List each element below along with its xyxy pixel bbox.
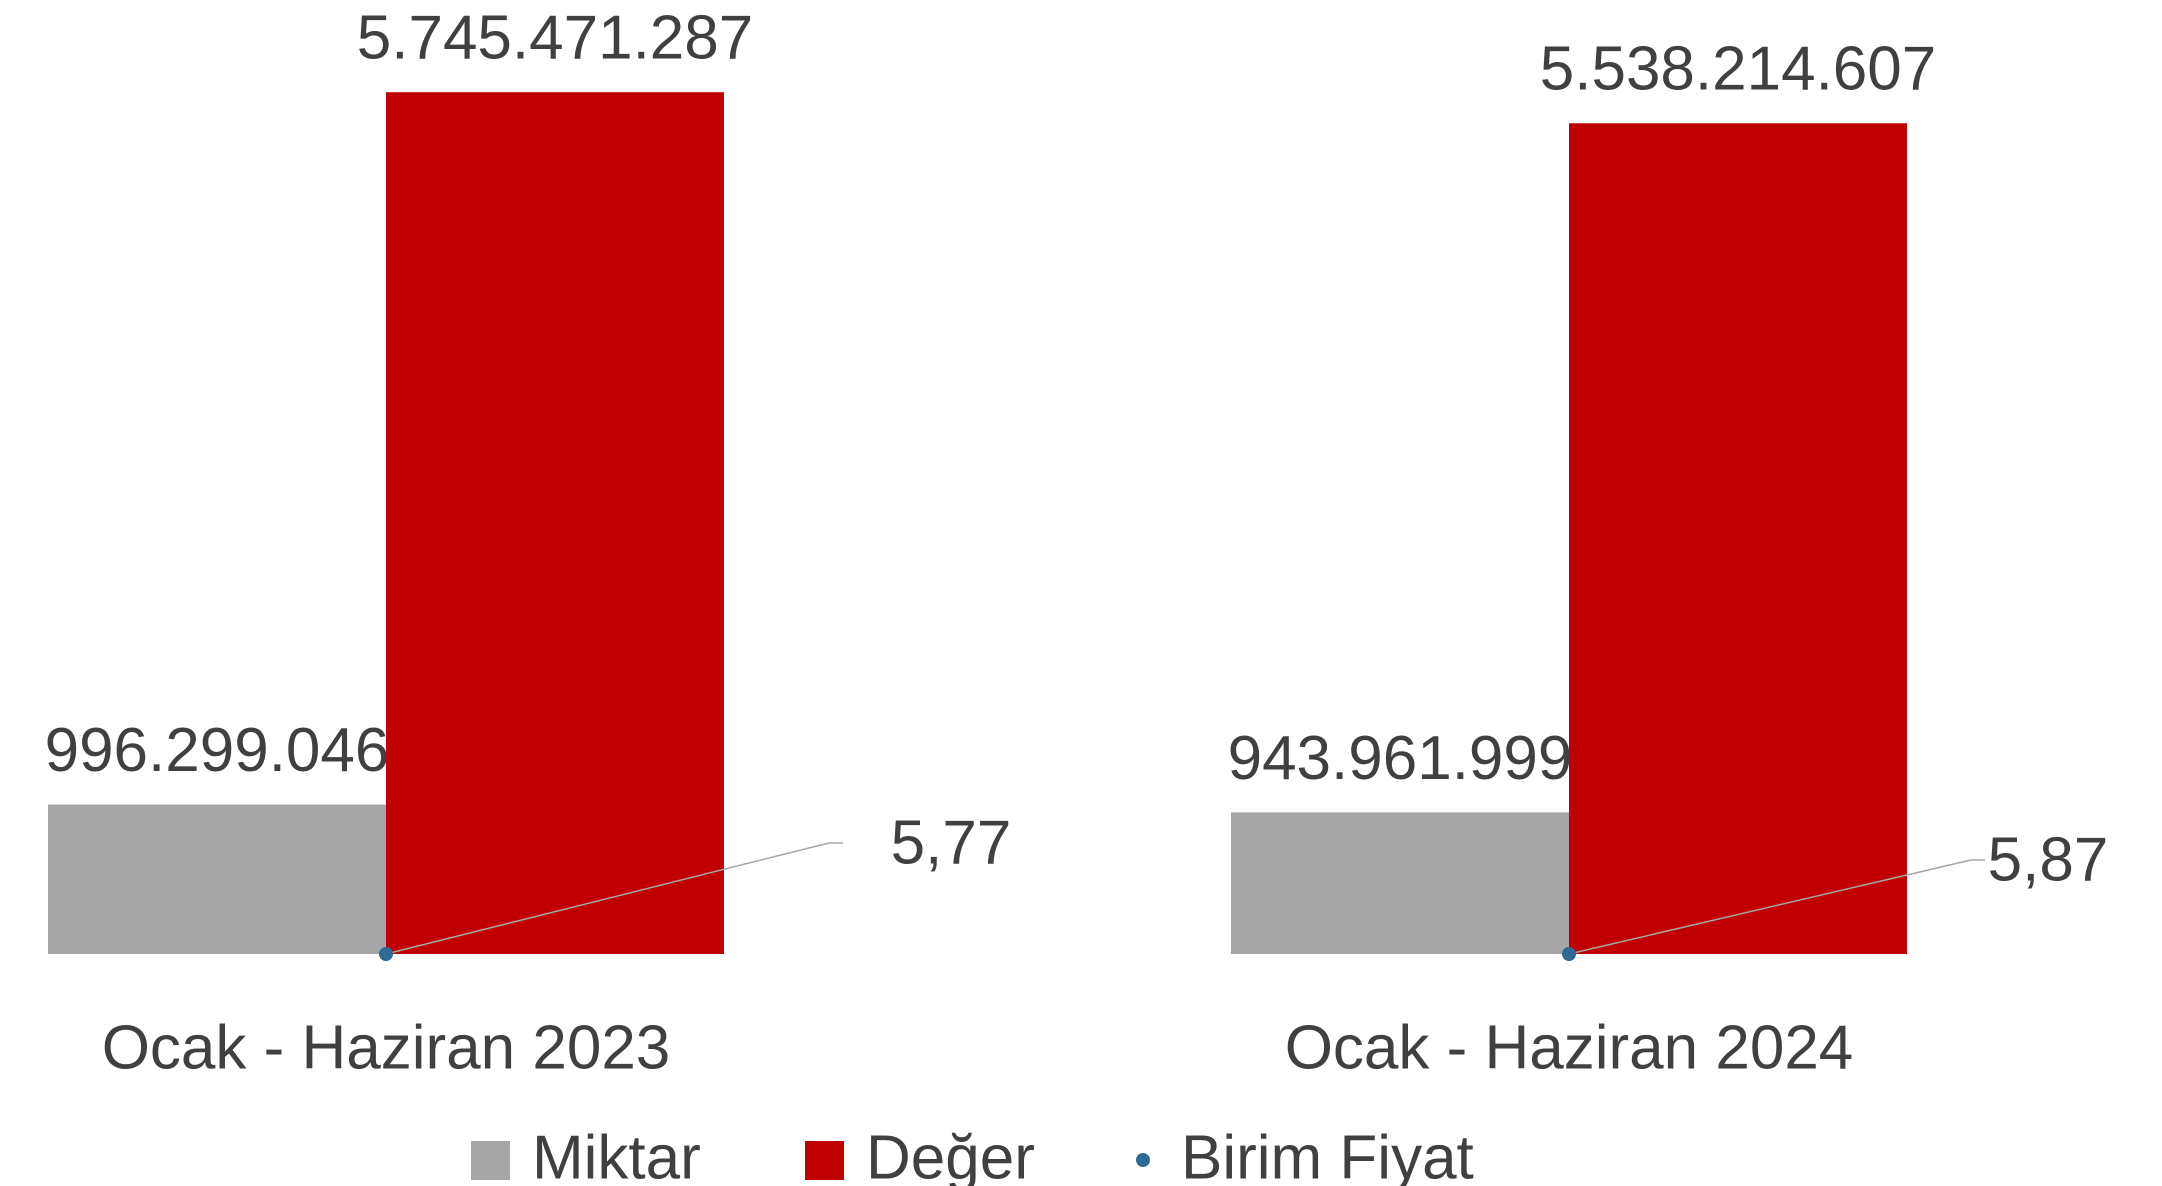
bar [1231, 812, 1569, 954]
point [379, 947, 393, 961]
leader-line [385, 842, 830, 955]
legend-label: Miktar [532, 1123, 701, 1186]
value-label: 5,77 [891, 808, 1012, 877]
bar [48, 804, 386, 954]
bar [386, 92, 724, 954]
x-tick-label: Ocak - Haziran 2024 [1285, 1013, 1854, 1082]
point [1562, 947, 1576, 961]
value-label: 5.745.471.287 [357, 4, 754, 73]
legend-swatch [471, 1141, 510, 1180]
bar [1569, 123, 1907, 954]
legend-label: Birim Fiyat [1181, 1123, 1474, 1186]
value-label: 943.961.999 [1228, 724, 1573, 793]
x-tick-label: Ocak - Haziran 2023 [102, 1013, 671, 1082]
value-label: 5.538.214.607 [1540, 35, 1937, 104]
legend-swatch [805, 1141, 844, 1180]
legend-swatch [1136, 1153, 1150, 1167]
leader-line [1568, 859, 1972, 955]
value-label: 5,87 [1988, 825, 2109, 894]
legend-label: Değer [866, 1123, 1035, 1186]
value-label: 996.299.046 [45, 716, 390, 785]
